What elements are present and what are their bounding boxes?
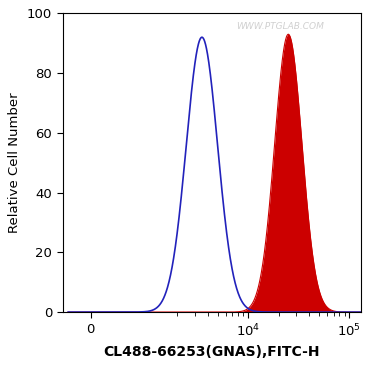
X-axis label: CL488-66253(GNAS),FITC-H: CL488-66253(GNAS),FITC-H	[103, 345, 320, 359]
Y-axis label: Relative Cell Number: Relative Cell Number	[9, 92, 21, 233]
Text: WWW.PTGLAB.COM: WWW.PTGLAB.COM	[236, 22, 324, 31]
